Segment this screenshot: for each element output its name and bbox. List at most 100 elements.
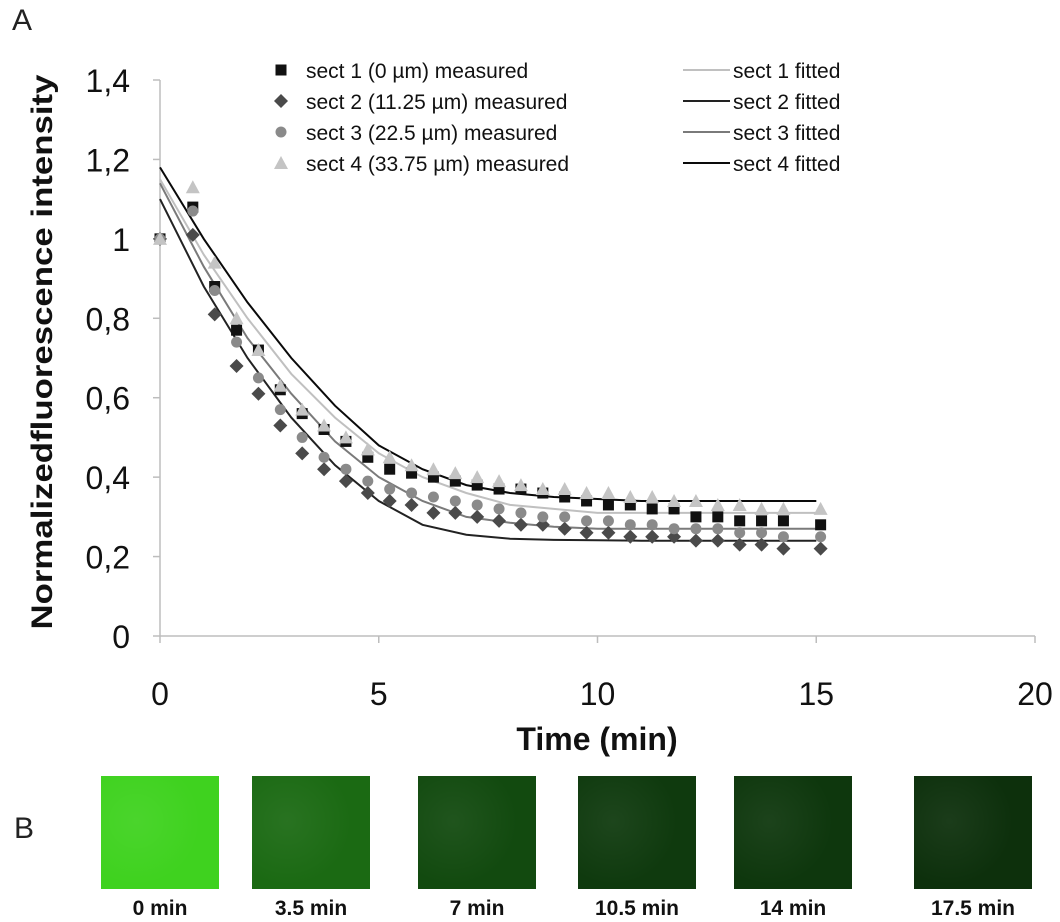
data-point-sect-1 xyxy=(559,491,571,503)
data-point-sect-4 xyxy=(295,402,310,416)
data-point-sect-1 xyxy=(668,503,680,515)
data-point-sect-3 xyxy=(449,495,461,507)
data-point-sect-1 xyxy=(231,324,243,336)
data-point-sect-4 xyxy=(448,466,463,480)
data-point-sect-3 xyxy=(756,527,768,539)
data-point-sect-3 xyxy=(537,511,549,523)
data-point-sect-2 xyxy=(185,227,200,242)
y-tick-label: 0,6 xyxy=(86,381,130,417)
data-point-sect-3 xyxy=(777,531,789,543)
data-point-sect-4 xyxy=(492,474,507,488)
data-point-sect-4 xyxy=(732,497,747,511)
data-point-sect-4 xyxy=(535,482,550,496)
legend-label-fitted-2: sect 2 fitted xyxy=(733,91,840,114)
data-point-sect-3 xyxy=(734,527,746,539)
data-point-sect-4 xyxy=(688,493,703,507)
x-axis-label: Time (min) xyxy=(516,721,677,757)
panel-label-a: A xyxy=(12,4,33,37)
data-point-sect-1 xyxy=(384,463,396,475)
legend-label-fitted-3: sect 3 fitted xyxy=(733,122,840,145)
data-point-sect-1 xyxy=(712,511,724,523)
data-point-sect-2 xyxy=(535,517,550,532)
image-caption: 17.5 min xyxy=(930,897,1016,920)
fluorescence-image xyxy=(418,776,536,889)
data-point-sect-3 xyxy=(384,483,396,495)
data-point-sect-1 xyxy=(646,503,658,515)
image-caption: 10.5 min xyxy=(594,897,680,920)
data-point-sect-2 xyxy=(754,537,769,552)
data-point-sect-4 xyxy=(667,493,682,507)
data-point-sect-3 xyxy=(209,284,221,296)
data-point-sect-4 xyxy=(404,458,419,472)
image-caption: 14 min xyxy=(759,897,827,920)
data-point-sect-2 xyxy=(557,521,572,536)
data-point-sect-2 xyxy=(448,505,463,520)
x-tick-label: 10 xyxy=(580,676,616,712)
data-point-sect-2 xyxy=(273,418,288,433)
data-point-sect-3 xyxy=(712,523,724,535)
data-point-sect-2 xyxy=(732,537,747,552)
data-point-sect-3 xyxy=(515,507,527,519)
y-tick-label: 1,2 xyxy=(86,142,130,178)
data-point-sect-3 xyxy=(427,491,439,503)
data-point-sect-3 xyxy=(559,511,571,523)
data-point-sect-1 xyxy=(777,515,789,527)
data-point-sect-2 xyxy=(776,541,791,556)
data-point-sect-4 xyxy=(251,343,266,357)
data-point-sect-4 xyxy=(645,490,660,503)
data-point-sect-4 xyxy=(710,497,725,511)
data-point-sect-2 xyxy=(360,486,375,501)
data-point-sect-4 xyxy=(273,378,288,392)
y-tick-label: 0,8 xyxy=(86,301,130,337)
legend-label-measured-2: sect 2 (11.25 µm) measured xyxy=(306,91,568,114)
data-point-sect-3 xyxy=(668,523,680,535)
data-point-sect-1 xyxy=(449,475,461,487)
data-point-sect-4 xyxy=(513,478,528,492)
data-point-sect-1 xyxy=(362,451,374,463)
legend-marker-sect-4 xyxy=(274,156,288,169)
data-point-sect-1 xyxy=(406,467,418,479)
image-caption: 0 min xyxy=(132,897,188,920)
data-point-sect-2 xyxy=(710,533,725,548)
data-point-sect-3 xyxy=(471,499,483,511)
legend-label-measured-4: sect 4 (33.75 µm) measured xyxy=(306,153,569,176)
legend-label-measured-1: sect 1 (0 µm) measured xyxy=(306,60,528,83)
fluorescence-image xyxy=(101,776,219,889)
image-caption: 7 min xyxy=(449,897,505,920)
data-point-sect-3 xyxy=(340,463,352,475)
data-point-sect-1 xyxy=(734,515,746,527)
data-point-sect-4 xyxy=(153,231,167,245)
data-point-sect-4 xyxy=(317,418,332,432)
fit-line-sect-4 xyxy=(159,166,817,502)
data-point-sect-2 xyxy=(688,533,703,548)
fit-line-sect-3 xyxy=(159,182,817,530)
y-tick-label: 0 xyxy=(112,619,130,655)
data-point-sect-3 xyxy=(690,523,702,535)
legend-marker-sect-3 xyxy=(275,126,287,138)
data-point-sect-1 xyxy=(493,483,505,495)
data-point-sect-1 xyxy=(581,495,593,507)
data-point-sect-4 xyxy=(360,442,375,456)
data-point-sect-3 xyxy=(624,519,636,531)
y-tick-label: 0,4 xyxy=(86,460,130,496)
data-point-sect-3 xyxy=(493,503,505,515)
data-point-sect-3 xyxy=(581,515,593,527)
data-point-sect-4 xyxy=(623,490,638,503)
data-point-sect-2 xyxy=(207,307,222,322)
data-point-sect-2 xyxy=(623,529,638,544)
data-point-sect-4 xyxy=(382,450,397,464)
data-point-sect-4 xyxy=(207,255,222,269)
decay-chart: 0 0,2 0,4 0,6 0,8 1 1,2 1,4 0 5 10 15 20 Time (min) No… xyxy=(26,60,1053,757)
data-point-sect-3 xyxy=(646,519,658,531)
data-point-sect-2 xyxy=(317,462,332,477)
data-point-sect-2 xyxy=(229,358,244,373)
y-tick-label: 1 xyxy=(112,222,130,258)
data-point-sect-1 xyxy=(756,515,768,527)
image-caption: 3.5 min xyxy=(274,897,348,920)
data-point-sect-4 xyxy=(813,501,828,515)
data-point-sect-3 xyxy=(231,336,243,348)
data-point-sect-2 xyxy=(251,386,266,401)
x-tick-label: 5 xyxy=(370,676,388,712)
data-point-sect-3 xyxy=(362,475,374,487)
